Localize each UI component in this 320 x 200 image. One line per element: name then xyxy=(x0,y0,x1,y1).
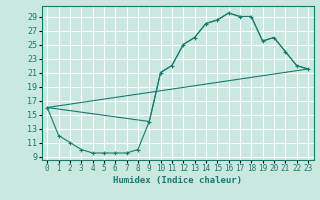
X-axis label: Humidex (Indice chaleur): Humidex (Indice chaleur) xyxy=(113,176,242,185)
